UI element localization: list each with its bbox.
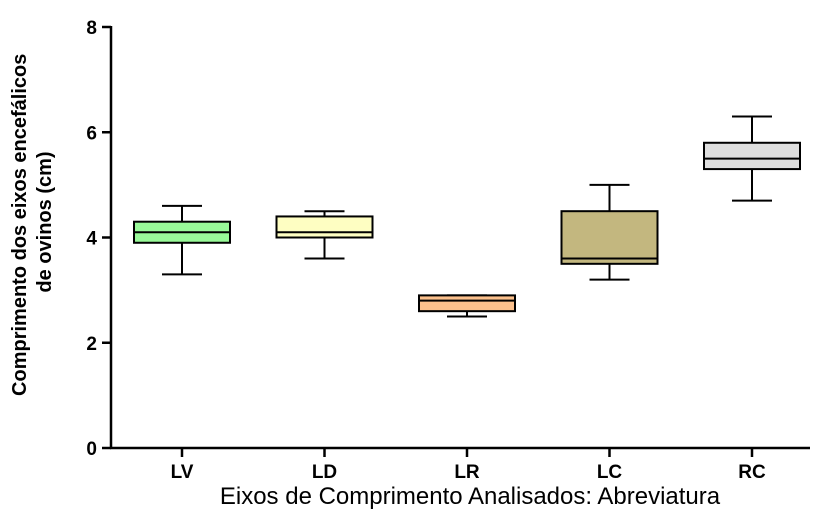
x-tick-label: LD [312,462,337,483]
iqr-box [275,215,374,239]
iqr-box [560,210,659,265]
x-tick-label: RC [738,462,766,483]
box-lc [560,183,659,281]
iqr-box [418,294,516,313]
box-ld [275,210,374,260]
x-axis-title: Eixos de Comprimento Analisados: Abrevia… [220,483,721,510]
y-tick-label: 4 [86,229,97,250]
x-tick-label: LR [454,462,480,483]
box-lv [133,204,231,276]
x-ticks: LV LD LR LC RC [171,448,766,483]
box-lr [418,294,516,318]
y-ticks: 0 2 4 6 8 [86,18,111,460]
x-tick-label: LV [171,462,194,483]
y-tick-label: 6 [86,123,97,144]
y-tick-label: 0 [86,439,97,460]
y-axis-title-line-2: de ovinos (cm) [34,151,56,292]
y-axis-title: Comprimento dos eixos encefálicos de ovi… [9,48,56,396]
box-rc [703,115,801,202]
boxes [133,115,801,318]
x-tick-label: LC [597,462,623,483]
iqr-box [703,141,801,171]
y-tick-label: 2 [86,334,97,355]
y-tick-label: 8 [86,18,97,39]
y-axis-title-line-1: Comprimento dos eixos encefálicos [9,54,31,396]
